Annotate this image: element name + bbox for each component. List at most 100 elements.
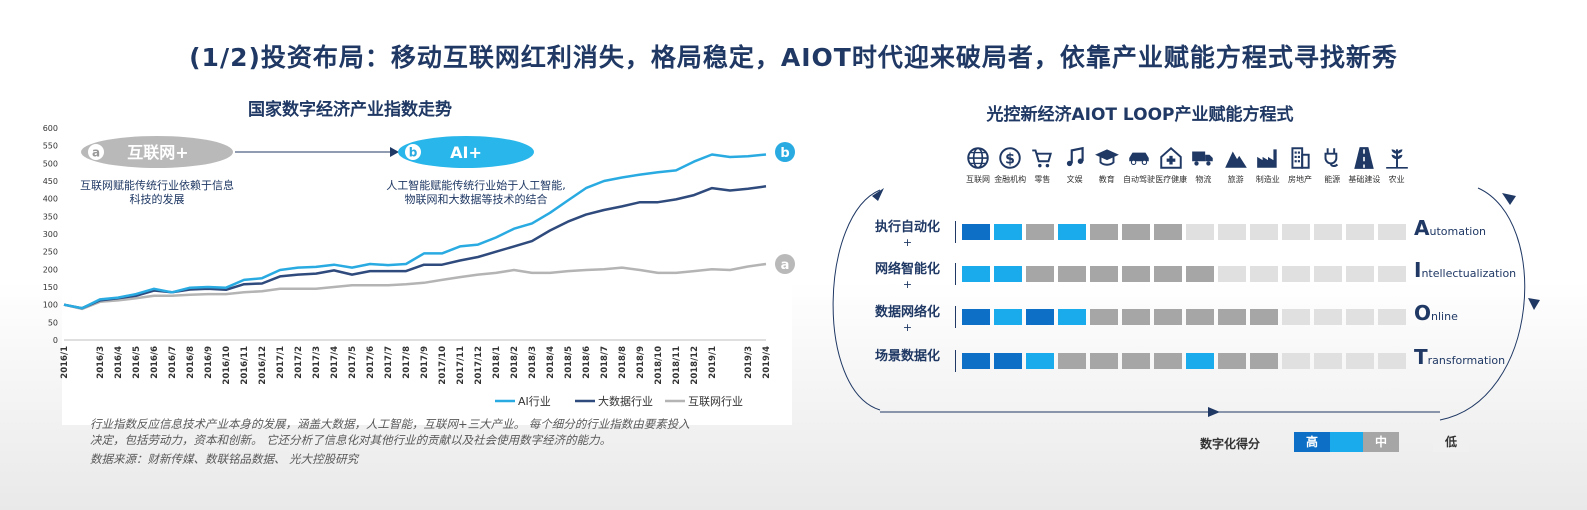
x-tick-label: 2018/10 xyxy=(654,346,664,385)
svg-text:$: $ xyxy=(1005,151,1015,167)
chart-title: 国家数字经济产业指数走势 xyxy=(248,100,452,120)
y-tick-label: 200 xyxy=(43,265,58,274)
x-tick-label: 2019/1 xyxy=(708,346,718,379)
matrix-cell xyxy=(1282,266,1310,282)
legend-high: 高 xyxy=(1294,432,1330,452)
row-separator xyxy=(955,306,956,328)
x-tick-label: 2018/7 xyxy=(600,346,610,379)
matrix-cell xyxy=(1122,224,1150,240)
graduation-cap-icon xyxy=(1089,145,1125,171)
matrix-cell xyxy=(1154,309,1182,325)
x-tick-label: 2016/1 xyxy=(60,346,70,379)
industry-label: 互联网 xyxy=(966,175,990,184)
x-tick-label: 2016/4 xyxy=(114,346,124,379)
x-tick-label: 2018/3 xyxy=(528,346,538,379)
x-tick-label: 2016/9 xyxy=(204,346,214,379)
x-tick-label: 2018/6 xyxy=(582,346,592,379)
legend-mid: 中 xyxy=(1363,432,1399,452)
x-tick-label: 2017/2 xyxy=(294,346,304,379)
matrix-cell xyxy=(1314,309,1342,325)
x-tick-label: 2017/12 xyxy=(474,346,484,385)
matrix-cell xyxy=(1154,266,1182,282)
x-tick-label: 2019/4 xyxy=(762,346,772,379)
legend-ai: AI行业 xyxy=(518,395,551,408)
end-marker-b: b xyxy=(775,142,795,162)
series-line xyxy=(63,262,767,311)
y-axis: 0 50 100 150 200 250 300 350 400 450 500 550 600 xyxy=(43,124,766,345)
y-tick-label: 150 xyxy=(43,283,58,292)
x-tick-label: 2018/12 xyxy=(690,346,700,385)
arrow-head xyxy=(390,147,399,157)
x-tick-label: 2016/11 xyxy=(240,346,250,385)
bubble-ai-plus: b AI+ xyxy=(398,136,534,168)
industry-7: 物流 xyxy=(1185,145,1221,185)
matrix-cell xyxy=(1282,224,1310,240)
industry-8: 旅游 xyxy=(1218,145,1254,185)
bubble-internet-plus: a 互联网+ xyxy=(81,136,233,168)
line-chart: 0 50 100 150 200 250 300 350 400 450 500 550 600 201… xyxy=(43,124,795,408)
x-tick-label: 2017/7 xyxy=(384,346,394,379)
x-tick-label: 2017/6 xyxy=(366,346,376,379)
matrix-cell xyxy=(1090,309,1118,325)
aiot-word: Automation xyxy=(1414,216,1487,240)
matrix-cell xyxy=(1346,353,1374,369)
matrix-cell xyxy=(1218,309,1246,325)
row-separator xyxy=(955,263,956,285)
bubble-a-letter: a xyxy=(92,146,100,160)
industry-label: 零售 xyxy=(1034,175,1051,184)
matrix-cell xyxy=(1218,266,1246,282)
truck-icon xyxy=(1185,145,1221,171)
industry-2: 零售 xyxy=(1024,145,1060,185)
legend-internet: 互联网行业 xyxy=(688,395,743,408)
x-tick-label: 2018/11 xyxy=(672,346,682,385)
road-icon xyxy=(1346,145,1382,171)
medical-icon xyxy=(1153,145,1189,171)
matrix-cell xyxy=(1026,266,1054,282)
plus-sign: + xyxy=(902,278,913,291)
y-tick-label: 600 xyxy=(43,124,58,133)
y-tick-label: 250 xyxy=(43,248,58,257)
industry-label: 文娱 xyxy=(1066,175,1083,184)
chart-legend: AI行业 大数据行业 互联网行业 xyxy=(495,394,743,408)
matrix-cell xyxy=(994,353,1022,369)
x-tick-label: 2016/5 xyxy=(132,346,142,379)
x-tick-label: 2018/8 xyxy=(618,346,628,379)
matrix-cell xyxy=(1250,309,1278,325)
industry-6: 医疗健康 xyxy=(1153,145,1189,185)
matrix-cell xyxy=(962,309,990,325)
matrix-cell xyxy=(1282,309,1310,325)
bubble-b-desc-1: 人工智能赋能传统行业始于人工智能, xyxy=(386,178,566,192)
y-tick-label: 50 xyxy=(48,318,58,327)
x-tick-label: 2018/9 xyxy=(636,346,646,379)
agriculture-icon xyxy=(1379,145,1415,171)
industry-3: 文娱 xyxy=(1057,145,1093,185)
x-tick-label: 2016/3 xyxy=(96,346,106,379)
industry-label: 农业 xyxy=(1388,175,1405,184)
x-axis: 2016/1 2016/3 2016/4 2016/5 2016/6 2016/7 2016… xyxy=(60,346,772,385)
row-label: 场景数据化 xyxy=(874,349,940,364)
cart-icon xyxy=(1024,145,1060,171)
industry-13: 农业 xyxy=(1379,145,1415,185)
x-tick-label: 2017/11 xyxy=(456,346,466,385)
bubble-b-desc-2: 物联网和大数据等技术的结合 xyxy=(405,192,548,206)
industry-label: 医疗健康 xyxy=(1155,175,1188,184)
y-tick-label: 0 xyxy=(53,336,58,345)
matrix-cell xyxy=(1090,353,1118,369)
matrix-cell xyxy=(1218,353,1246,369)
y-tick-label: 100 xyxy=(43,301,58,310)
x-tick-label: 2018/5 xyxy=(564,346,574,379)
industry-10: 房地产 xyxy=(1282,145,1318,185)
series-line xyxy=(63,153,767,310)
matrix-cell xyxy=(1314,353,1342,369)
y-tick-label: 450 xyxy=(43,177,58,186)
row-label: 执行自动化 xyxy=(874,220,940,235)
matrix-cell xyxy=(1250,266,1278,282)
matrix-cell xyxy=(994,224,1022,240)
matrix-cell xyxy=(1154,353,1182,369)
matrix-cell xyxy=(994,266,1022,282)
matrix-cell xyxy=(1314,224,1342,240)
matrix-cell xyxy=(1058,309,1086,325)
bubble-b-label: AI+ xyxy=(450,143,482,162)
matrix-cell xyxy=(1346,266,1374,282)
svg-text:a: a xyxy=(781,258,790,273)
